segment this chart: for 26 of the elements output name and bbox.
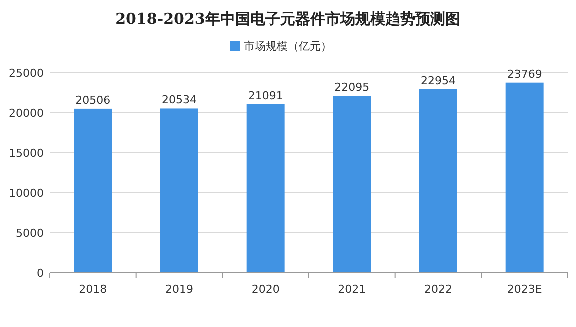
data-label: 22095 bbox=[334, 81, 370, 94]
data-label: 22954 bbox=[421, 74, 456, 88]
y-tick-label: 20000 bbox=[9, 107, 44, 120]
data-label: 20534 bbox=[162, 94, 197, 107]
y-tick-label: 15000 bbox=[9, 147, 44, 160]
data-label: 20506 bbox=[76, 94, 111, 107]
bar bbox=[160, 108, 198, 273]
data-label: 23769 bbox=[507, 68, 542, 81]
x-tick-label: 2022 bbox=[424, 283, 452, 296]
y-tick-label: 0 bbox=[37, 267, 44, 280]
y-tick-label: 5000 bbox=[16, 227, 44, 240]
data-label: 21091 bbox=[248, 89, 284, 102]
y-tick-label: 25000 bbox=[9, 67, 44, 80]
x-tick-label: 2019 bbox=[166, 283, 194, 296]
legend-label: 市场规模（亿元） bbox=[244, 40, 332, 53]
x-tick-label: 2018 bbox=[79, 283, 108, 296]
bar bbox=[506, 82, 544, 273]
x-tick-label: 2021 bbox=[338, 283, 366, 296]
bar bbox=[333, 96, 372, 273]
x-tick-label: 2020 bbox=[252, 283, 280, 296]
y-tick-label: 10000 bbox=[9, 187, 44, 200]
chart-title: 2018-2023年中国电子元器件市场规模趋势预测图 bbox=[116, 10, 460, 28]
bar bbox=[246, 104, 285, 273]
x-tick-label: 2023E bbox=[507, 283, 542, 296]
bar bbox=[420, 89, 458, 273]
bar bbox=[74, 108, 112, 273]
